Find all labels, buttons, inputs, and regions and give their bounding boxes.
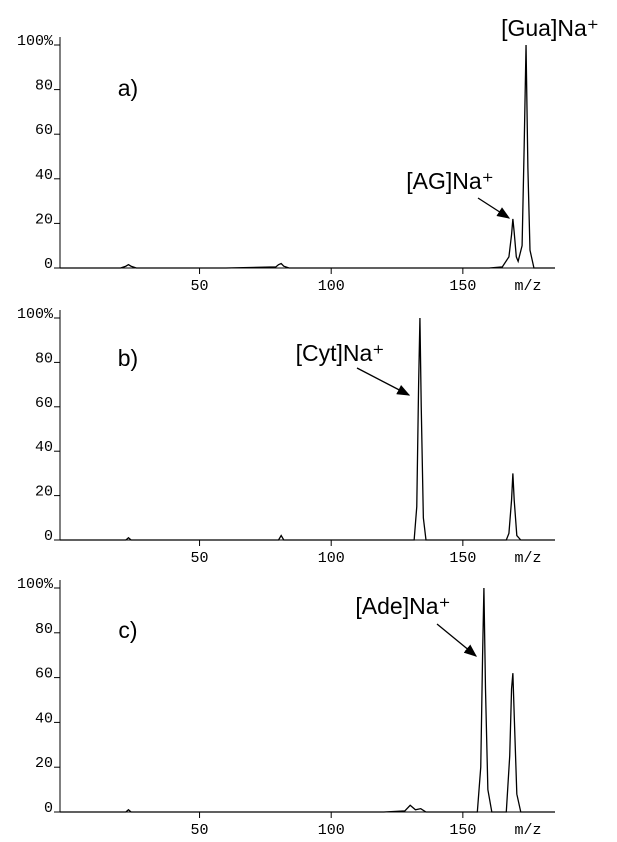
y-tick-label: 60 [35, 395, 53, 412]
y-tick-label: 60 [35, 666, 53, 683]
spectrum-line [60, 587, 555, 813]
panel-label: a) [118, 75, 138, 101]
y-tick-label: 60 [35, 122, 53, 139]
x-tick-label: 150 [449, 550, 476, 567]
peak-annotation: [Ade]Na⁺ [355, 593, 450, 619]
y-tick-label: 100% [17, 306, 54, 323]
panel-label: b) [118, 345, 138, 371]
x-axis-label: m/z [514, 822, 541, 839]
y-tick-label: 100% [17, 576, 54, 593]
y-tick-label: 100% [17, 33, 54, 50]
annotation-arrow [477, 197, 511, 219]
x-tick-label: 100 [318, 550, 345, 567]
y-tick-label: 40 [35, 167, 53, 184]
y-tick-label: 80 [35, 78, 53, 95]
x-tick-label: 100 [318, 278, 345, 295]
x-axis-label: m/z [514, 550, 541, 567]
y-tick-label: 20 [35, 755, 53, 772]
panel-label: c) [118, 617, 137, 643]
spectrum-line [60, 44, 555, 269]
peak-annotation: [Gua]Na⁺ [501, 15, 599, 41]
x-tick-label: 50 [191, 550, 209, 567]
x-axis-label: m/z [514, 278, 541, 295]
x-tick-label: 150 [449, 822, 476, 839]
x-tick-label: 150 [449, 278, 476, 295]
y-tick-label: 20 [35, 484, 53, 501]
x-tick-label: 50 [191, 822, 209, 839]
y-tick-label: 0 [44, 256, 53, 273]
peak-annotation: [AG]Na⁺ [406, 168, 494, 194]
x-tick-label: 100 [318, 822, 345, 839]
y-tick-label: 0 [44, 800, 53, 817]
y-tick-label: 80 [35, 621, 53, 638]
y-tick-label: 0 [44, 528, 53, 545]
y-tick-label: 20 [35, 211, 53, 228]
y-tick-label: 40 [35, 439, 53, 456]
y-tick-label: 40 [35, 710, 53, 727]
spectrum-line [60, 317, 555, 541]
y-tick-label: 80 [35, 350, 53, 367]
annotation-arrow [436, 623, 478, 657]
annotation-arrow [356, 367, 411, 396]
peak-annotation: [Cyt]Na⁺ [296, 340, 385, 366]
x-tick-label: 50 [191, 278, 209, 295]
